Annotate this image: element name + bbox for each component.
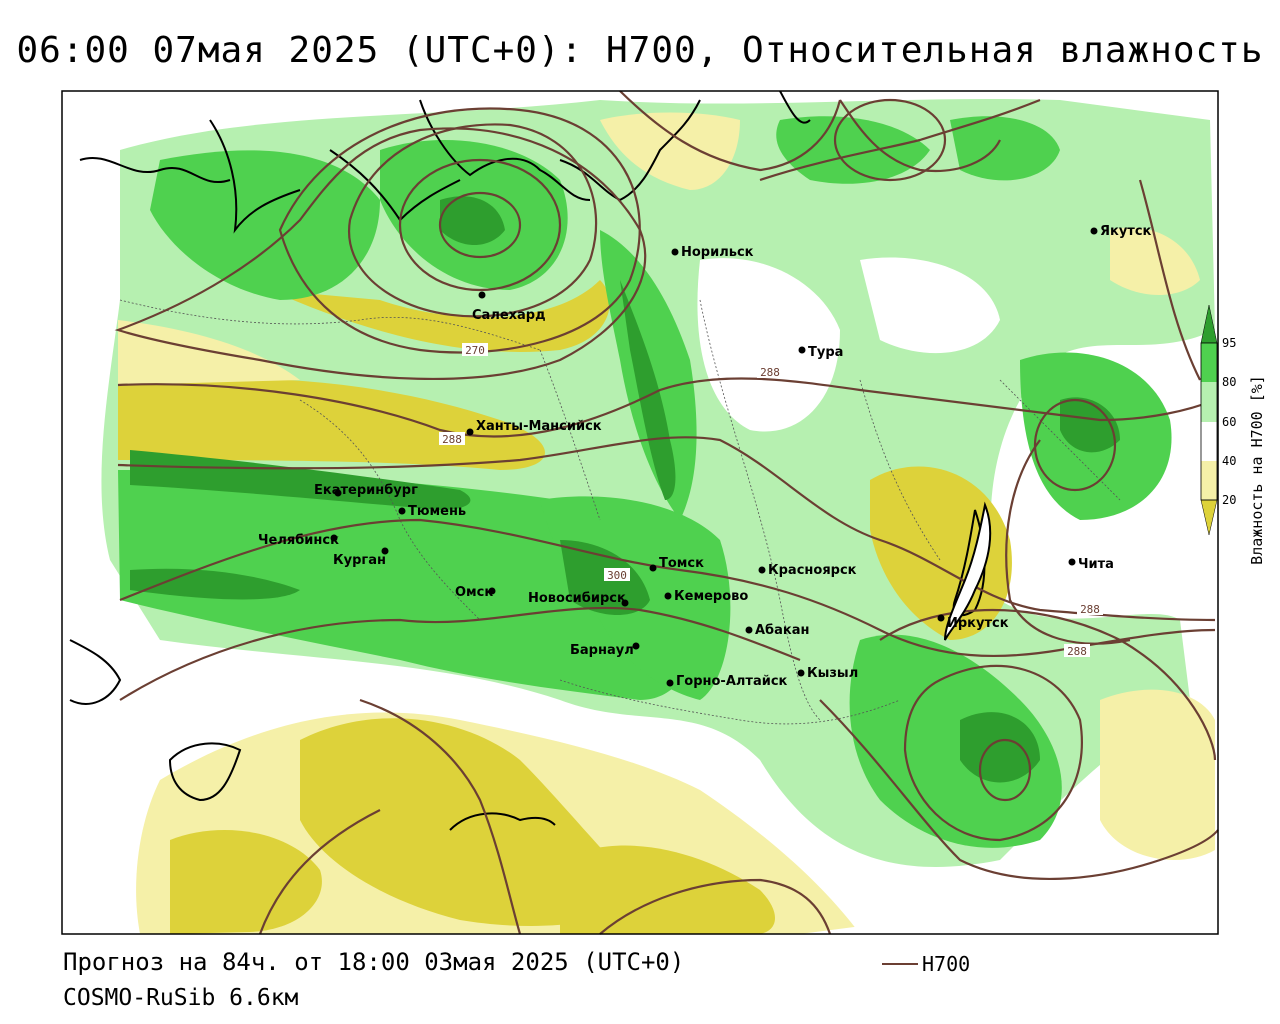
- city-label: Барнаул: [570, 643, 634, 658]
- city-marker: [758, 566, 766, 574]
- colorbar-tick: 40: [1222, 454, 1236, 468]
- contour-label: 288: [1067, 645, 1087, 658]
- humidity-region-saturated: [130, 568, 300, 600]
- colorbar-segment: [1201, 382, 1217, 422]
- contour-label-bg: [604, 568, 630, 581]
- city-marker: [381, 547, 389, 555]
- city-label: Тура: [808, 345, 843, 360]
- contour-label-bg: [757, 365, 783, 378]
- humidity-region-saturated: [1060, 397, 1120, 453]
- humidity-region-dry: [1100, 689, 1215, 860]
- colorbar-segment: [1201, 343, 1217, 382]
- h700-contours: [114, 90, 1219, 935]
- map-title: 06:00 07мая 2025 (UTC+0): H700, Относите…: [16, 30, 1264, 71]
- humidity-region-dry: [170, 830, 322, 934]
- domain-mask: [62, 91, 160, 130]
- colorbar-tick: 80: [1222, 375, 1236, 389]
- contour-labels: 270 288 288 300 288 288: [439, 343, 1103, 658]
- humidity-region-dry: [118, 320, 300, 385]
- city-label: Курган: [333, 553, 386, 568]
- city-marker: [745, 626, 753, 634]
- city-marker: [1090, 227, 1098, 235]
- humidity-region-dry: [870, 466, 1012, 640]
- city-marker: [937, 614, 945, 622]
- colorbar-tick: 60: [1222, 415, 1236, 429]
- city-marker: [798, 346, 806, 354]
- colorbar-segment: [1201, 422, 1217, 461]
- humidity-region-dry: [600, 112, 740, 190]
- humidity-region-clear: [697, 258, 840, 432]
- city-label: Омск: [455, 585, 493, 600]
- city-label: Иркутск: [947, 616, 1009, 631]
- colorbar-segment: [1201, 461, 1217, 500]
- city-label: Салехард: [472, 308, 546, 323]
- admin-borders: [119, 299, 1121, 725]
- forecast-info: Прогноз на 84ч. от 18:00 03мая 2025 (UTC…: [63, 948, 685, 976]
- city-marker: [666, 679, 674, 687]
- city-marker: [398, 507, 406, 515]
- city-marker: [478, 291, 486, 299]
- city-label: Абакан: [755, 623, 810, 638]
- city-marker: [621, 599, 629, 607]
- city-marker: [488, 587, 496, 595]
- contour-label: 288: [760, 366, 780, 379]
- city-label: Новосибирск: [528, 591, 626, 606]
- city-marker: [334, 489, 342, 497]
- domain-mask: [800, 880, 1218, 934]
- humidity-region-wet: [150, 150, 380, 300]
- city-label: Красноярск: [768, 563, 857, 578]
- humidity-region-clear: [860, 257, 1000, 354]
- colorbar-label: Влажность на H700 [%]: [1248, 375, 1266, 565]
- city-label: Горно-Алтайск: [676, 674, 788, 689]
- city-label: Кызыл: [807, 666, 858, 681]
- humidity-region-saturated: [440, 196, 505, 245]
- city-marker: [797, 669, 805, 677]
- contour-label-bg: [439, 432, 465, 445]
- contour-label: 300: [607, 569, 627, 582]
- colorbar-tick: 95: [1222, 336, 1236, 350]
- h700-legend-label: H700: [922, 952, 971, 976]
- city-label: Якутск: [1100, 224, 1152, 239]
- humidity-region-wet: [776, 116, 930, 184]
- city-label: Кемерово: [674, 589, 748, 604]
- city-label: Томск: [659, 556, 704, 571]
- city-marker: [671, 248, 679, 256]
- city-marker: [1068, 558, 1076, 566]
- domain-mask: [62, 700, 140, 934]
- contour-label: 270: [465, 344, 485, 357]
- humidity-region-saturated: [620, 280, 676, 500]
- contour-label: 288: [1080, 603, 1100, 616]
- contour-label: 288: [442, 433, 462, 446]
- humidity-region-wet: [950, 116, 1060, 181]
- city-marker: [664, 592, 672, 600]
- city-marker: [649, 564, 657, 572]
- contour-label-bg: [462, 343, 488, 356]
- baikal-lake: [944, 501, 992, 641]
- humidity-region-dry: [118, 378, 545, 470]
- city-marker: [632, 642, 640, 650]
- humidity-region-dry: [1110, 227, 1200, 295]
- humidity-field: [101, 98, 1215, 934]
- h700-legend-swatch: [882, 963, 918, 965]
- contour-label-bg: [1077, 602, 1103, 615]
- colorbar-tick: 20: [1222, 493, 1236, 507]
- humidity-region-dry: [560, 845, 775, 934]
- humidity-region-saturated: [130, 450, 471, 510]
- city-label: Норильск: [681, 245, 754, 260]
- city-label: Тюмень: [408, 504, 466, 519]
- city-marker: [466, 428, 474, 436]
- city-label: Чита: [1078, 557, 1114, 572]
- model-info: COSMO-RuSib 6.6км: [63, 985, 299, 1011]
- city-markers: Якутск Норильск Салехард Тура Ханты-Мансийск…: [258, 224, 1152, 689]
- colorbar: 95 80 60 40 20 Влажность на H700 [%]: [1200, 304, 1266, 565]
- city-label: Ханты-Мансийск: [476, 419, 602, 434]
- city-marker: [330, 534, 338, 542]
- city-label: Челябинск: [258, 533, 339, 548]
- contour-label-bg: [1064, 644, 1090, 657]
- city-label: Екатеринбург: [314, 483, 418, 498]
- humidity-region-dry: [270, 280, 610, 352]
- map-frame: [61, 90, 1219, 935]
